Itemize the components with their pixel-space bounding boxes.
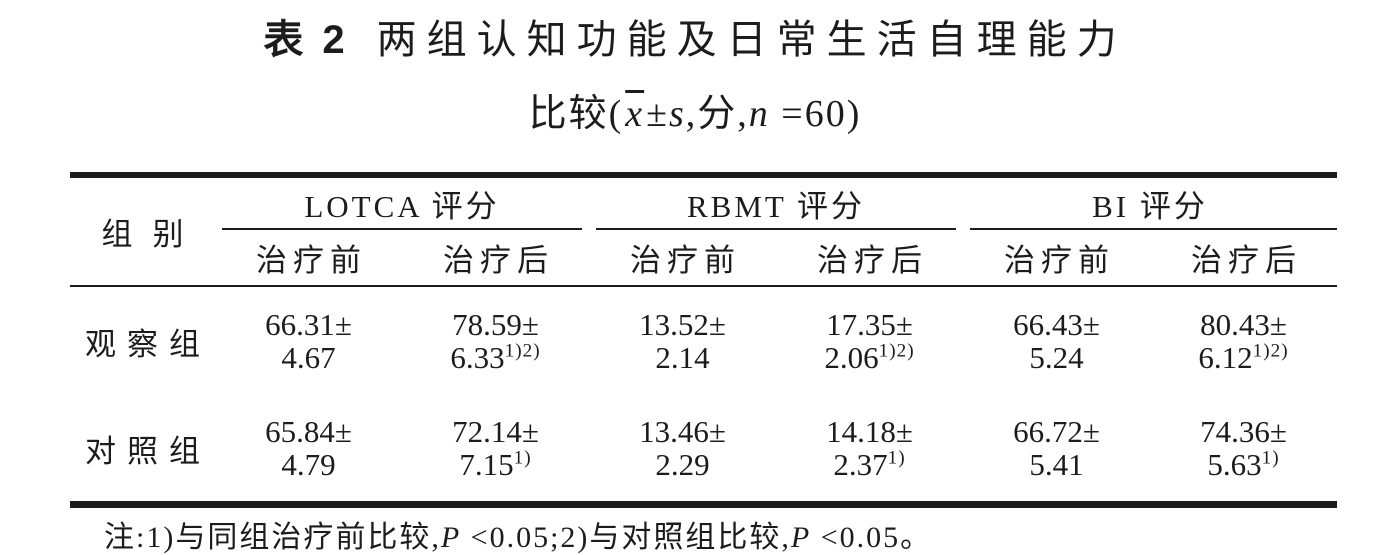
cell-sd: 6.121)2) xyxy=(1198,340,1289,375)
cell-sd: 2.371) xyxy=(833,447,906,482)
note-part3: <0.05。 xyxy=(811,521,933,554)
table-number: 表 2 xyxy=(263,18,349,62)
group-underline-bi xyxy=(970,228,1337,230)
cell-mean: 66.31± xyxy=(265,307,352,342)
cell-ctl-bi-post: 74.36± 5.631) xyxy=(1150,415,1337,481)
n-symbol: n xyxy=(748,93,770,135)
row-label-observation: 观察组 xyxy=(85,326,211,362)
cell-mean: 13.46± xyxy=(639,414,726,449)
cell-ctl-lotca-post: 72.14± 7.151) xyxy=(402,415,589,481)
cell-obs-rbmt-post: 17.35± 2.061)2) xyxy=(776,308,963,374)
header-stub-group-column: 组别 xyxy=(101,217,204,252)
plus-minus-symbol: ± xyxy=(646,93,669,135)
significance-marker: 1)2) xyxy=(504,340,541,362)
table-title-text: 两组认知功能及日常生活自理能力 xyxy=(376,17,1127,62)
s-symbol: s xyxy=(668,93,686,135)
cell-sd: 2.061)2) xyxy=(824,340,915,375)
significance-marker: 1)2) xyxy=(878,340,915,362)
group-underline-rbmt xyxy=(596,228,956,230)
cell-mean: 72.14± xyxy=(452,414,539,449)
header-group-rbmt: RBMT 评分 治疗前 治疗后 xyxy=(589,178,963,285)
subheader-lotca-post: 治疗后 xyxy=(443,243,554,278)
cell-mean: 14.18± xyxy=(826,414,913,449)
header-group-bi: BI 评分 治疗前 治疗后 xyxy=(963,178,1337,285)
cell-mean: 65.84± xyxy=(265,414,352,449)
cell-sd: 5.24 xyxy=(1029,340,1084,375)
subtitle-suffix: =60) xyxy=(769,93,862,135)
significance-marker: 1) xyxy=(513,447,532,469)
cell-sd: 4.79 xyxy=(281,447,336,482)
significance-marker: 1) xyxy=(1261,447,1280,469)
table-header: 组别 LOTCA 评分 治疗前 治疗后 RBMT 评分 治疗前 治疗后 BI 评… xyxy=(70,178,1337,285)
cell-mean: 74.36± xyxy=(1200,414,1287,449)
cell-mean: 13.52± xyxy=(639,307,726,342)
cell-sd: 7.151) xyxy=(459,447,532,482)
cell-ctl-bi-pre: 66.72± 5.41 xyxy=(963,415,1150,481)
subheader-bi-pre: 治疗前 xyxy=(1004,243,1115,278)
note-part1: 注:1)与同组治疗前比较, xyxy=(104,521,441,554)
cell-sd: 5.631) xyxy=(1207,447,1280,482)
cell-mean: 66.43± xyxy=(1013,307,1100,342)
header-bottom-rule xyxy=(70,285,1337,287)
p-symbol: P xyxy=(790,521,812,554)
group-label-bi: BI 评分 xyxy=(1092,188,1208,224)
subtitle-separator: ,分, xyxy=(685,93,749,135)
group-underline-lotca xyxy=(222,228,582,230)
table-subtitle: 比较(x±s,分,n =60) xyxy=(0,92,1390,138)
significance-marker: 1)2) xyxy=(1252,340,1289,362)
table-top-rule xyxy=(70,172,1337,178)
subheader-row-bi: 治疗前 治疗后 xyxy=(963,230,1337,285)
cell-mean: 66.72± xyxy=(1013,414,1100,449)
significance-marker: 1) xyxy=(887,447,906,469)
subheader-lotca-pre: 治疗前 xyxy=(256,243,367,278)
subtitle-prefix: 比较( xyxy=(528,93,624,135)
subheader-rbmt-post: 治疗后 xyxy=(817,243,928,278)
row-label-control: 对照组 xyxy=(85,433,211,469)
subheader-row-rbmt: 治疗前 治疗后 xyxy=(589,230,963,285)
cell-obs-bi-post: 80.43± 6.121)2) xyxy=(1150,308,1337,374)
data-table: 组别 LOTCA 评分 治疗前 治疗后 RBMT 评分 治疗前 治疗后 BI 评… xyxy=(70,172,1337,508)
note-part2: <0.05;2)与对照组比较, xyxy=(461,521,791,554)
table-title: 表 2 两组认知功能及日常生活自理能力 xyxy=(0,16,1390,64)
cell-mean: 80.43± xyxy=(1200,307,1287,342)
cell-sd: 4.67 xyxy=(281,340,336,375)
header-group-lotca: LOTCA 评分 治疗前 治疗后 xyxy=(215,178,589,285)
group-label-lotca: LOTCA 评分 xyxy=(304,188,500,224)
cell-ctl-lotca-pre: 65.84± 4.79 xyxy=(215,415,402,481)
subheader-rbmt-pre: 治疗前 xyxy=(630,243,741,278)
cell-mean: 78.59± xyxy=(452,307,539,342)
cell-obs-rbmt-pre: 13.52± 2.14 xyxy=(589,308,776,374)
table-row-observation-group: 观察组 66.31± 4.67 78.59± 6.331)2) 13.52± 2… xyxy=(70,287,1337,395)
subheader-bi-post: 治疗后 xyxy=(1191,243,1302,278)
xbar-symbol: x xyxy=(625,93,645,135)
cell-ctl-rbmt-pre: 13.46± 2.29 xyxy=(589,415,776,481)
cell-obs-bi-pre: 66.43± 5.24 xyxy=(963,308,1150,374)
cell-sd: 2.29 xyxy=(655,447,710,482)
table-bottom-rule xyxy=(70,501,1337,508)
subheader-row-lotca: 治疗前 治疗后 xyxy=(215,230,589,285)
cell-ctl-rbmt-post: 14.18± 2.371) xyxy=(776,415,963,481)
cell-obs-lotca-pre: 66.31± 4.67 xyxy=(215,308,402,374)
table-note: 注:1)与同组治疗前比较,P <0.05;2)与对照组比较,P <0.05。 xyxy=(104,512,932,555)
cell-mean: 17.35± xyxy=(826,307,913,342)
cell-obs-lotca-post: 78.59± 6.331)2) xyxy=(402,308,589,374)
p-symbol: P xyxy=(440,521,462,554)
cell-sd: 6.331)2) xyxy=(450,340,541,375)
cell-sd: 2.14 xyxy=(655,340,710,375)
cell-sd: 5.41 xyxy=(1029,447,1084,482)
table-row-control-group: 对照组 65.84± 4.79 72.14± 7.151) 13.46± 2.2… xyxy=(70,395,1337,501)
group-label-rbmt: RBMT 评分 xyxy=(686,188,866,224)
